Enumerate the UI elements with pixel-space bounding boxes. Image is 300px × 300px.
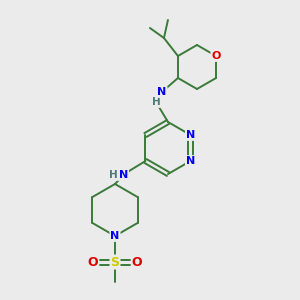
Text: N: N	[186, 130, 195, 140]
Text: N: N	[119, 170, 128, 180]
Text: N: N	[158, 87, 166, 97]
Text: O: O	[132, 256, 142, 268]
Text: H: H	[152, 97, 160, 107]
Text: N: N	[110, 231, 120, 241]
Text: N: N	[186, 156, 195, 166]
Text: O: O	[212, 51, 221, 61]
Text: H: H	[109, 170, 118, 180]
Text: O: O	[88, 256, 98, 268]
Text: S: S	[110, 256, 119, 268]
